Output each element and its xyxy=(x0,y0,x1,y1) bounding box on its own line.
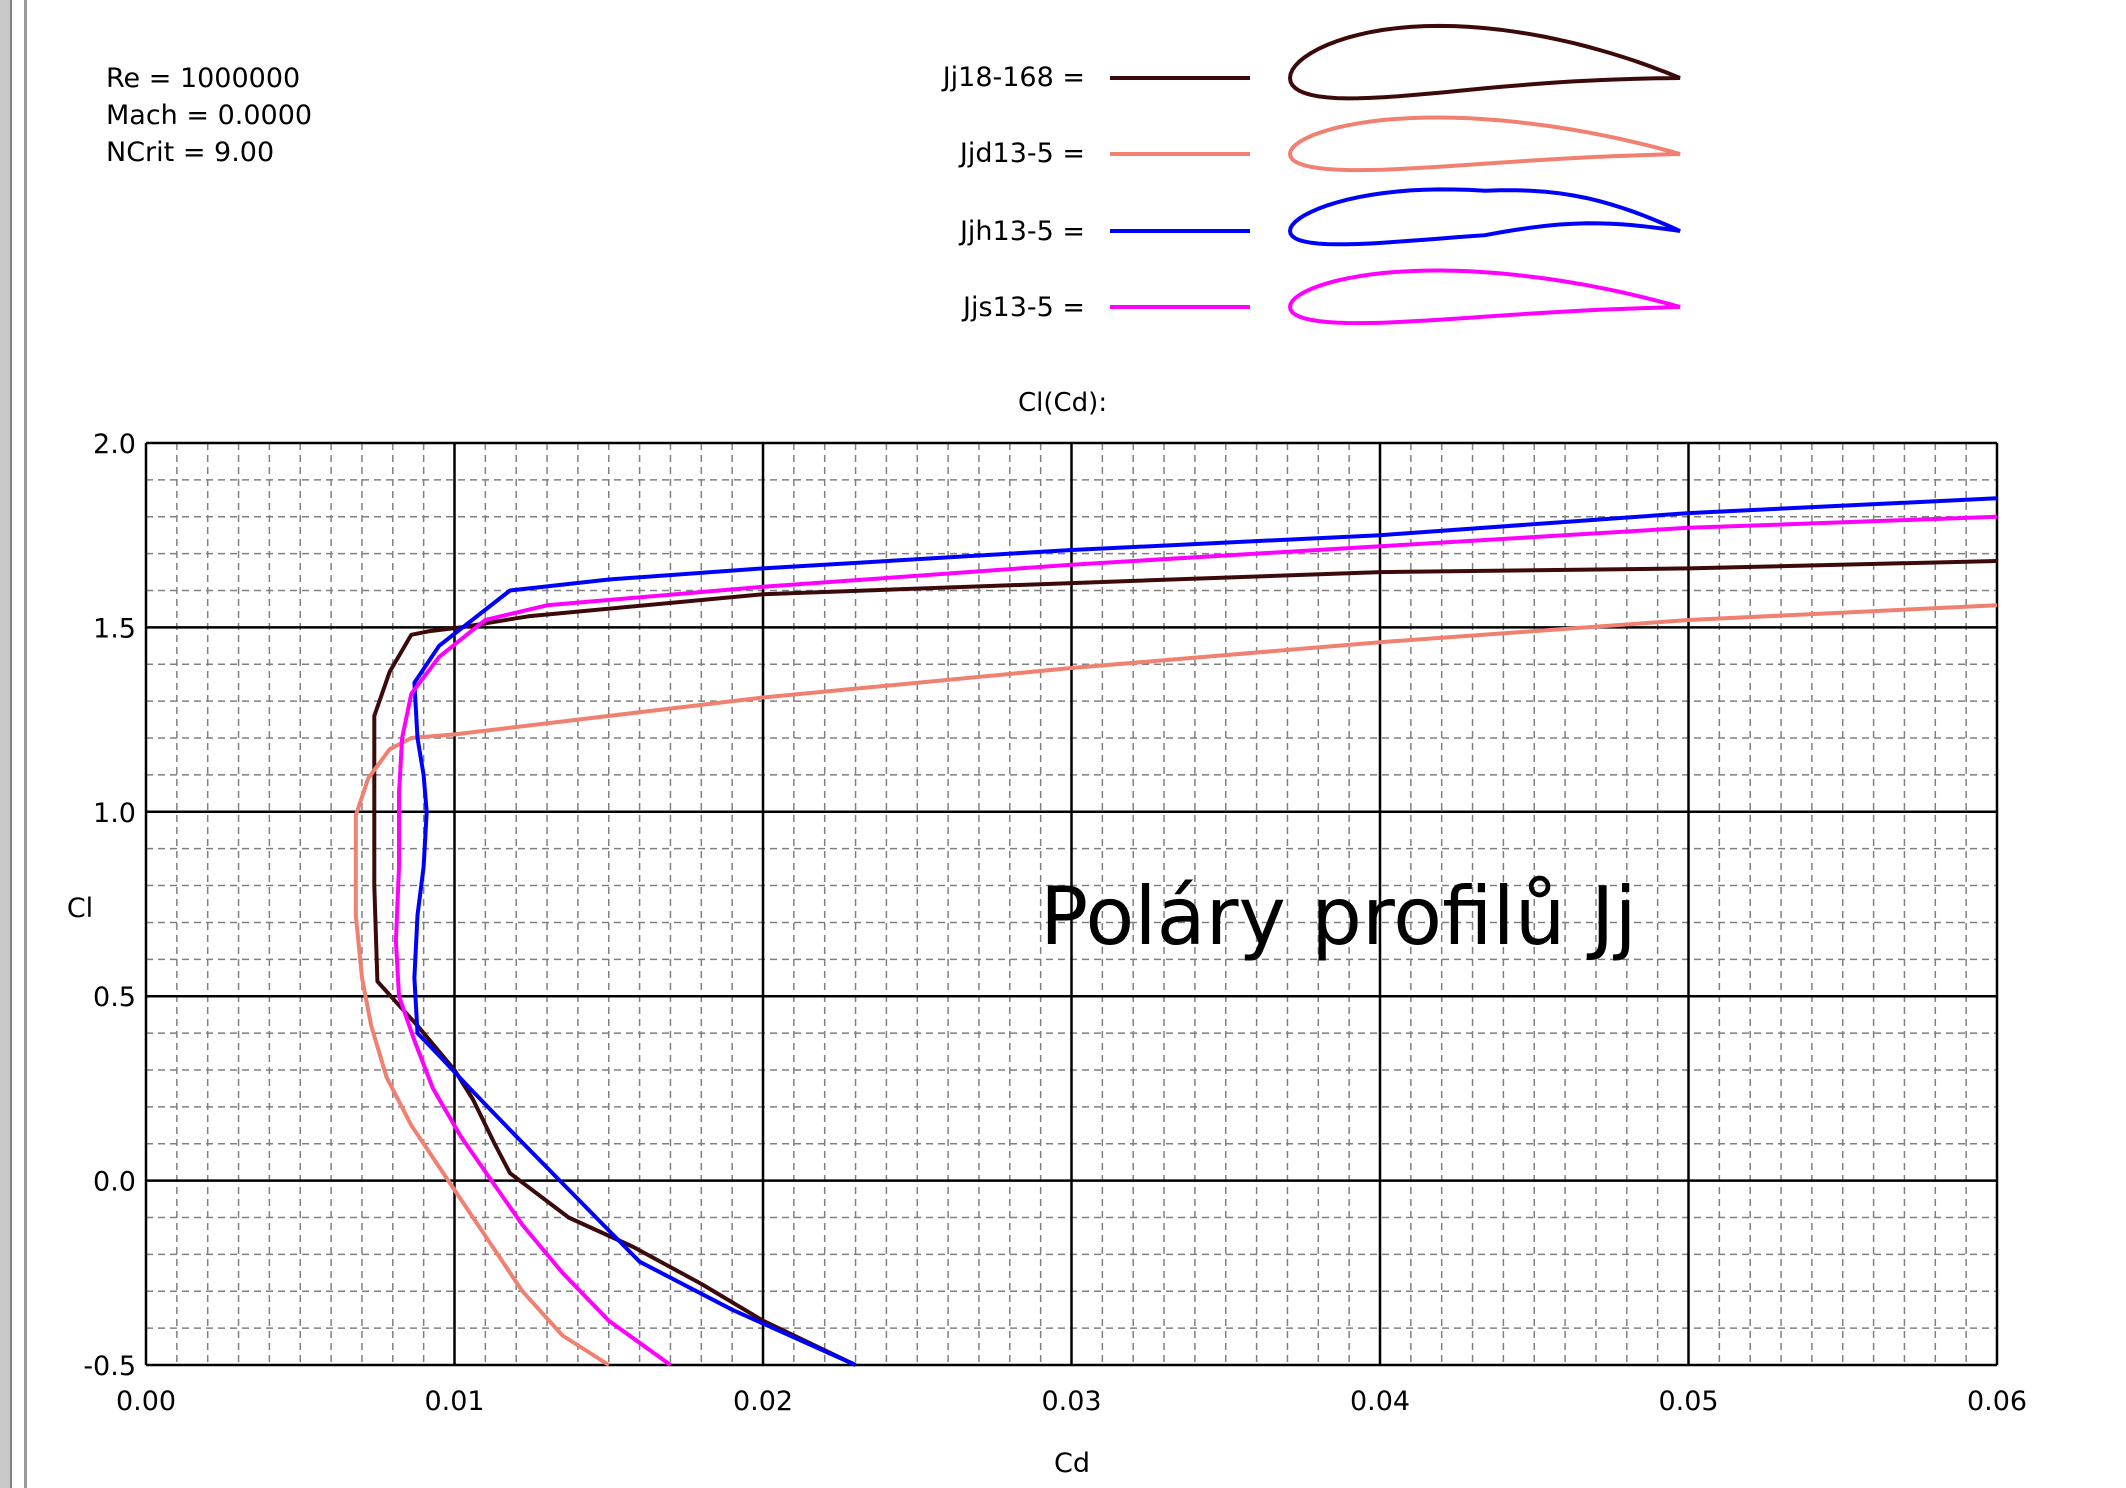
x-tick-label: 0.01 xyxy=(424,1386,484,1417)
reynolds-number: Re = 1000000 xyxy=(106,63,301,94)
series-line-jjd13-5 xyxy=(353,603,1998,1367)
y-tick-label: -0.5 xyxy=(83,1351,136,1382)
legend-label: Jjd13-5 = xyxy=(959,138,1085,169)
ncrit-value: NCrit = 9.00 xyxy=(106,137,275,168)
series-line-jjh13-5 xyxy=(412,496,1998,1367)
window-border-inner xyxy=(24,0,27,1488)
legend-label: Jj18-168 = xyxy=(942,62,1085,93)
x-tick-label: 0.03 xyxy=(1041,1386,1101,1417)
x-tick-label: 0.00 xyxy=(116,1386,176,1417)
legend xyxy=(1110,23,1681,326)
y-tick-label: 1.0 xyxy=(93,798,136,829)
window-border xyxy=(0,0,12,1488)
x-axis-label: Cd xyxy=(1054,1448,1090,1479)
series-lines xyxy=(353,496,1998,1367)
grid xyxy=(144,441,1999,1367)
y-tick-label: 2.0 xyxy=(93,429,136,460)
y-tick-label: 0.0 xyxy=(93,1167,136,1198)
series-line-jjs13-5 xyxy=(393,514,1998,1367)
airfoil-shape-jjh13-5 xyxy=(1287,187,1681,247)
mach-number: Mach = 0.0000 xyxy=(106,100,313,131)
x-tick-label: 0.02 xyxy=(733,1386,793,1417)
y-tick-label: 0.5 xyxy=(93,982,136,1013)
airfoil-shape-jj18-168 xyxy=(1287,23,1681,101)
x-tick-label: 0.05 xyxy=(1658,1386,1718,1417)
axis-labels: 0.00 0.01 0.02 0.03 0.04 0.05 0.06 -0.5 0.0 0.5 1.… xyxy=(83,429,2027,1417)
chart-title: Cl(Cd): xyxy=(1018,388,1108,418)
y-axis-label: Cl xyxy=(67,893,93,924)
legend-label: Jjh13-5 = xyxy=(959,216,1085,247)
run-parameters: Re = 1000000 Mach = 0.0000 NCrit = 9.00 xyxy=(106,60,312,171)
x-tick-label: 0.04 xyxy=(1350,1386,1410,1417)
chart-annotation: Poláry profilů Jj xyxy=(1040,870,1637,963)
airfoil-shape-jjs13-5 xyxy=(1287,268,1681,326)
y-tick-label: 1.5 xyxy=(93,613,136,644)
series-line-jj18-168 xyxy=(372,559,1998,1367)
airfoil-shape-jjd13-5 xyxy=(1287,115,1681,173)
legend-label: Jjs13-5 = xyxy=(962,292,1085,323)
x-tick-label: 0.06 xyxy=(1967,1386,2027,1417)
